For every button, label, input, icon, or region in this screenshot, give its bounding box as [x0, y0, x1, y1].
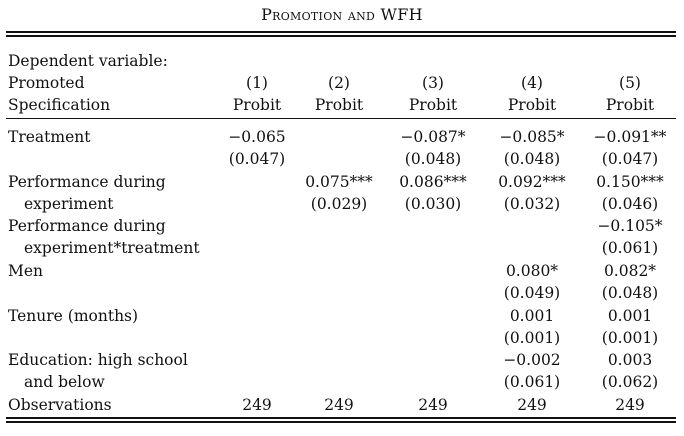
column-model-1: Probit [232, 96, 282, 114]
column-model-2: Probit [314, 96, 364, 114]
coef-interaction-col5: −0.105* [597, 217, 663, 235]
coef-tenure-col5: 0.001 [607, 307, 653, 325]
column-number-1: (1) [246, 74, 268, 92]
se-men-col5: (0.048) [601, 284, 659, 302]
se-education-col4: (0.061) [503, 373, 561, 391]
column-number-2: (2) [328, 74, 350, 92]
se-men-col4: (0.049) [503, 284, 561, 302]
se-tenure-col4: (0.001) [503, 329, 561, 347]
se-treatment-col4: (0.048) [503, 150, 561, 168]
observations-col5: 249 [615, 396, 645, 414]
row-label-treatment: Treatment [8, 128, 91, 146]
coef-treatment-col4: −0.085* [499, 128, 565, 146]
se-treatment-col1: (0.047) [228, 150, 286, 168]
se-tenure-col5: (0.001) [601, 329, 659, 347]
column-number-3: (3) [422, 74, 444, 92]
bottom-rule-2 [6, 421, 676, 423]
column-number-4: (4) [521, 74, 543, 92]
coef-performance-col3: 0.086*** [399, 173, 467, 191]
coef-education-col4: −0.002 [503, 351, 561, 369]
se-performance-col3: (0.030) [404, 195, 462, 213]
table-title: Promotion and WFH [261, 5, 423, 24]
observations-col4: 249 [517, 396, 547, 414]
bottom-rule-1 [6, 417, 676, 419]
column-model-3: Probit [408, 96, 458, 114]
row-label-observations: Observations [8, 396, 112, 414]
row-label-tenure: Tenure (months) [8, 307, 139, 325]
se-interaction-col5: (0.061) [601, 239, 659, 257]
row-label-performance-line1: Performance during [8, 173, 166, 191]
se-performance-col4: (0.032) [503, 195, 561, 213]
coef-treatment-col3: −0.087* [400, 128, 466, 146]
row-label-education-line1: Education: high school [8, 351, 188, 369]
specification-label: Specification [8, 96, 111, 114]
row-label-interaction-line2: experiment*treatment [24, 239, 200, 257]
observations-col3: 249 [418, 396, 448, 414]
coef-performance-col2: 0.075*** [305, 173, 373, 191]
se-treatment-col3: (0.048) [404, 150, 462, 168]
top-rule-1 [6, 31, 676, 33]
coef-education-col5: 0.003 [607, 351, 653, 369]
top-rule-2 [6, 35, 676, 37]
column-model-4: Probit [507, 96, 557, 114]
coef-men-col5: 0.082* [603, 262, 657, 280]
row-label-education-line2: and below [24, 373, 105, 391]
coef-treatment-col1: −0.065 [228, 128, 286, 146]
dependent-variable-label: Dependent variable: [8, 52, 168, 70]
coef-performance-col4: 0.092*** [498, 173, 566, 191]
coef-treatment-col5: −0.091** [593, 128, 667, 146]
observations-col1: 249 [242, 396, 272, 414]
column-number-5: (5) [619, 74, 641, 92]
header-rule [6, 118, 676, 120]
se-treatment-col5: (0.047) [601, 150, 659, 168]
coef-men-col4: 0.080* [505, 262, 559, 280]
se-performance-col2: (0.029) [310, 195, 368, 213]
coef-performance-col5: 0.150*** [596, 173, 664, 191]
se-education-col5: (0.062) [601, 373, 659, 391]
row-label-performance-line2: experiment [24, 195, 114, 213]
column-model-5: Probit [605, 96, 655, 114]
row-label-interaction-line1: Performance during [8, 217, 166, 235]
observations-col2: 249 [324, 396, 354, 414]
dependent-variable-name: Promoted [8, 74, 85, 92]
row-label-men: Men [8, 262, 44, 280]
se-performance-col5: (0.046) [601, 195, 659, 213]
coef-tenure-col4: 0.001 [509, 307, 555, 325]
